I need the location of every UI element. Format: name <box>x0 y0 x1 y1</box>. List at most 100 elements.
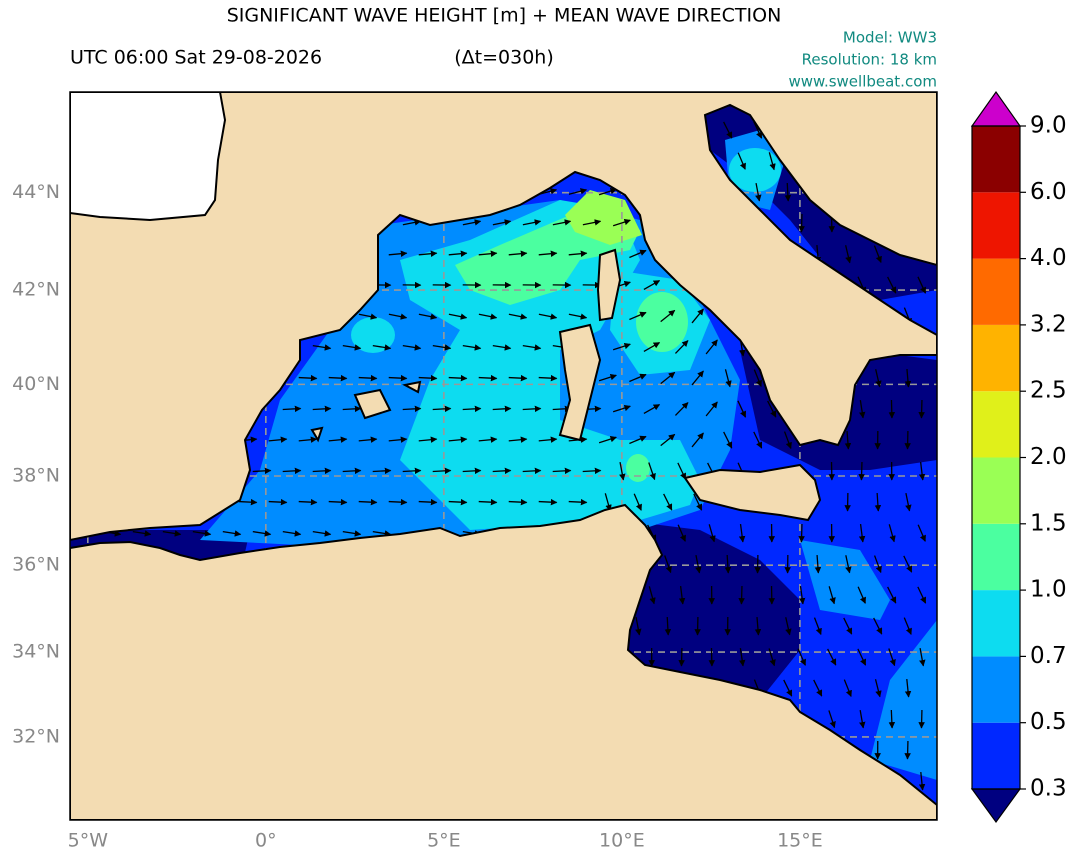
direction-arrow <box>418 498 438 506</box>
direction-arrow <box>252 530 272 537</box>
direction-arrow <box>478 313 498 320</box>
direction-arrow <box>388 374 408 382</box>
direction-arrow <box>917 586 927 604</box>
direction-arrow <box>753 369 762 387</box>
direction-arrow <box>660 371 676 385</box>
direction-arrow <box>312 467 332 475</box>
direction-arrow <box>372 344 392 351</box>
title: SIGNIFICANT WAVE HEIGHT [m] + MEAN WAVE … <box>227 5 782 27</box>
colorbar-band <box>972 258 1020 325</box>
direction-arrow <box>402 467 422 475</box>
direction-arrow <box>664 616 672 636</box>
direction-arrow <box>508 436 528 443</box>
direction-arrow <box>660 309 676 323</box>
direction-arrow <box>508 313 528 320</box>
direction-arrow <box>767 400 777 418</box>
direction-arrow <box>612 342 631 351</box>
colorbar-tick-label: 9.0 <box>1030 113 1067 139</box>
direction-arrow <box>388 250 408 257</box>
direction-arrow <box>888 524 896 543</box>
lon-tick-label: 15°E <box>777 830 823 852</box>
direction-arrow <box>708 524 716 543</box>
direction-arrow <box>785 617 792 636</box>
colorbar-band <box>972 324 1020 392</box>
colorbar-band <box>972 126 1020 193</box>
colorbar-tick-label: 0.7 <box>1030 643 1067 669</box>
colorbar-tick-label: 0.5 <box>1030 709 1067 735</box>
direction-arrow <box>388 313 408 320</box>
direction-arrow <box>462 405 482 413</box>
direction-arrow <box>582 467 602 475</box>
direction-arrow <box>492 219 512 226</box>
direction-arrow <box>875 369 882 388</box>
direction-arrow <box>873 617 883 635</box>
direction-arrow <box>358 313 378 320</box>
direction-arrow <box>768 152 776 171</box>
direction-arrow <box>917 524 926 542</box>
direction-arrow <box>372 530 392 537</box>
direction-arrow <box>783 679 793 697</box>
direction-arrow <box>738 523 746 543</box>
direction-arrow <box>388 498 408 506</box>
direction-arrow <box>857 586 866 604</box>
lat-tick-label: 32°N <box>12 725 60 747</box>
direction-arrow <box>648 462 656 481</box>
direction-arrow <box>691 370 704 386</box>
direction-arrow <box>858 400 866 419</box>
direction-arrow <box>635 617 642 636</box>
direction-arrow <box>648 586 656 605</box>
lat-tick-label: 42°N <box>12 279 60 301</box>
direction-arrow <box>887 276 897 294</box>
lat-tick-label: 44°N <box>12 181 60 203</box>
direction-arrow <box>723 121 733 139</box>
direction-arrow <box>448 250 468 257</box>
colorbar-band <box>972 192 1020 259</box>
lon-tick-label: 0° <box>255 830 277 852</box>
direction-arrow <box>402 344 422 351</box>
direction-arrow <box>674 340 689 354</box>
direction-arrow <box>238 498 258 506</box>
direction-arrow <box>448 498 468 506</box>
lat-tick-label: 34°N <box>12 641 60 663</box>
direction-arrow <box>858 461 865 481</box>
direction-arrow <box>643 279 661 291</box>
direction-arrow <box>738 585 745 605</box>
direction-arrow <box>783 431 792 450</box>
direction-arrow <box>724 554 732 574</box>
direction-arrow <box>888 648 896 667</box>
direction-arrow <box>358 498 378 506</box>
direction-arrow <box>677 524 686 542</box>
lon-tick-label: 5°W <box>68 830 109 852</box>
direction-arrow <box>612 218 631 227</box>
direction-arrow <box>282 530 302 537</box>
direction-arrow <box>508 374 528 382</box>
lon-tick-label: 5°E <box>427 830 461 852</box>
direction-arrow <box>918 399 925 419</box>
direction-arrow <box>522 467 542 475</box>
direction-arrow <box>633 493 642 511</box>
direction-arrow <box>552 219 572 226</box>
direction-arrow <box>448 436 468 443</box>
direction-arrow <box>508 250 528 257</box>
direction-arrow <box>798 213 805 233</box>
direction-arrow <box>432 344 452 351</box>
lat-tick-label: 40°N <box>12 373 60 395</box>
direction-arrow <box>919 648 926 667</box>
direction-arrow <box>312 530 332 537</box>
direction-arrow <box>664 555 672 574</box>
direction-arrow <box>252 467 272 475</box>
direction-arrow <box>462 467 482 475</box>
direction-arrow <box>358 374 378 382</box>
direction-arrow <box>798 523 805 543</box>
direction-arrow <box>918 461 926 481</box>
direction-arrow <box>328 436 348 443</box>
resolution: Resolution: 18 km <box>802 51 937 69</box>
direction-arrow <box>342 530 362 537</box>
direction-arrow <box>582 219 602 226</box>
direction-arrow <box>282 405 302 413</box>
direction-arrow <box>873 555 882 574</box>
direction-arrow <box>724 369 732 388</box>
contour-1-5 <box>565 190 642 245</box>
direction-arrow <box>843 617 853 635</box>
direction-arrow <box>538 436 558 443</box>
